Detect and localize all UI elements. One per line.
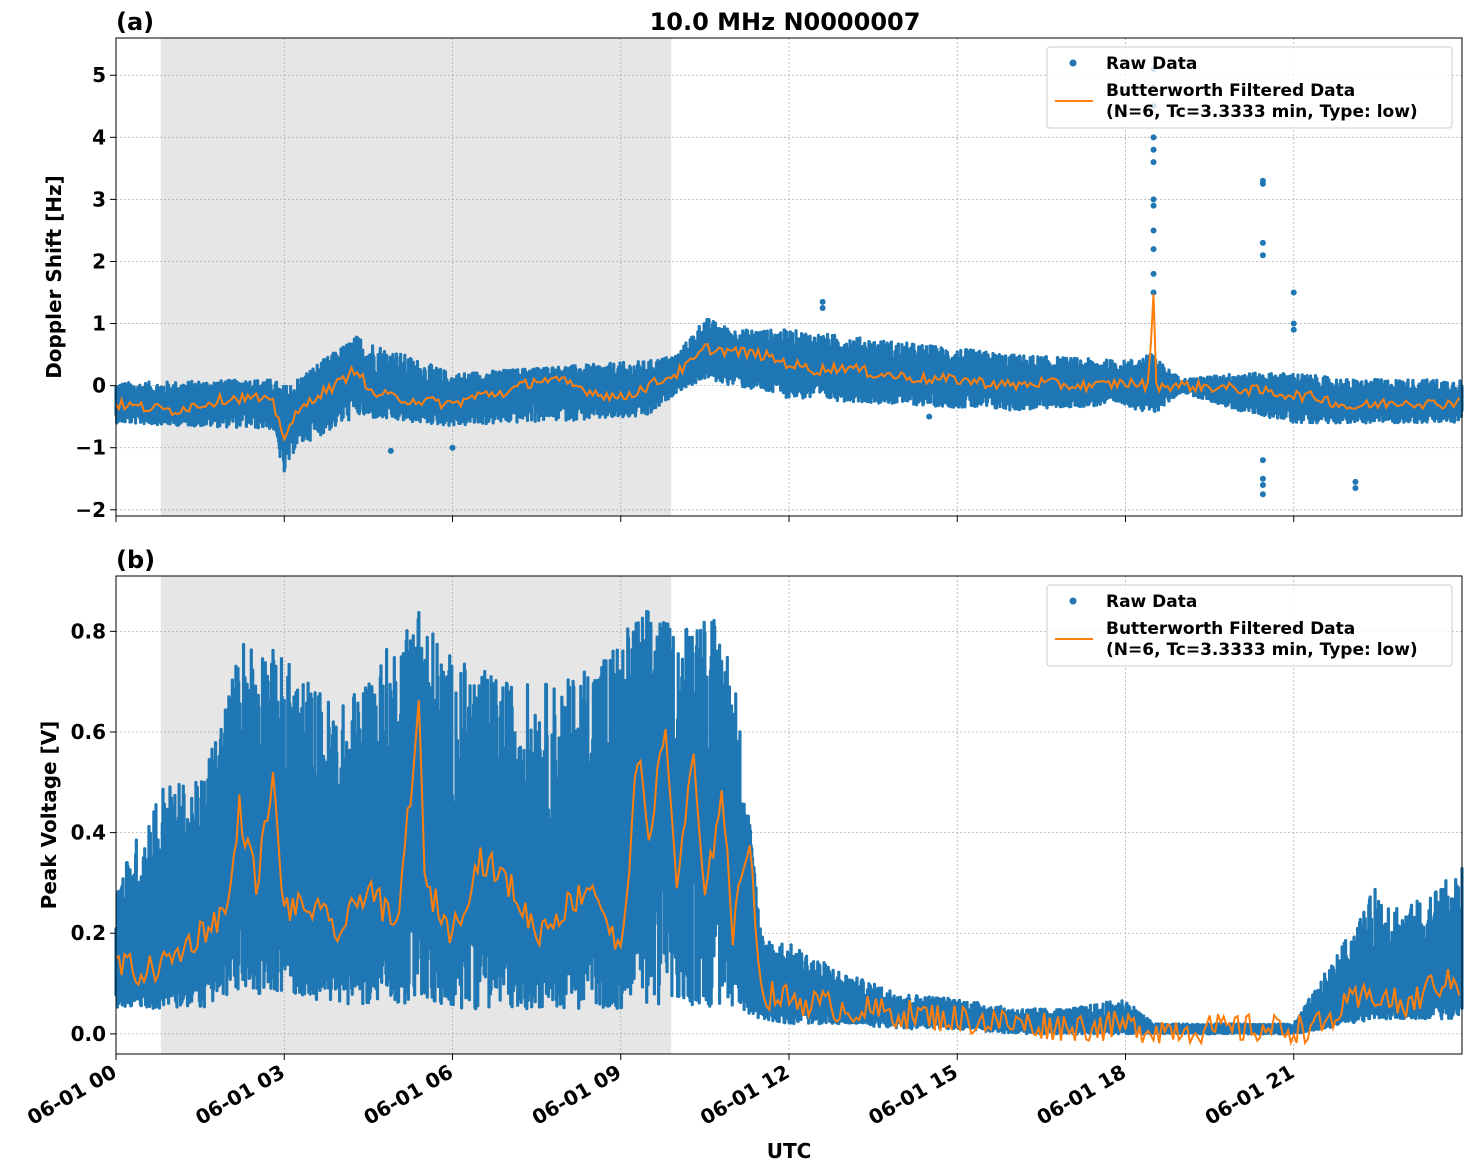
panel-b-legend-filtered-params: (N=6, Tc=3.3333 min, Type: low) xyxy=(1106,640,1418,660)
raw-data-point xyxy=(1150,159,1157,166)
panel-a-raw-data-band xyxy=(114,317,1464,473)
panel-b-filtered-line xyxy=(115,700,1461,1047)
raw-data-point xyxy=(819,305,826,312)
panel-b-legend: Raw Data Butterworth Filtered Data (N=6,… xyxy=(1046,584,1453,667)
panel-a-legend-raw-label: Raw Data xyxy=(1106,54,1197,74)
raw-data-point xyxy=(1259,481,1266,488)
x-tick-label: 06-01 21 xyxy=(1201,1060,1299,1130)
y-tick-label: 1 xyxy=(92,312,106,336)
panel-a-legend-filtered-label: Butterworth Filtered Data xyxy=(1106,81,1355,101)
panel-b-legend-raw-marker xyxy=(1069,597,1077,605)
x-tick-label: 06-01 03 xyxy=(191,1060,289,1130)
raw-data-point xyxy=(387,447,394,454)
raw-data-point xyxy=(1290,326,1297,333)
raw-data-point xyxy=(1150,146,1157,153)
raw-data-point xyxy=(1259,491,1266,498)
raw-data-point xyxy=(1150,196,1157,203)
y-tick-label: 0.8 xyxy=(71,619,106,643)
raw-data-point xyxy=(1259,457,1266,464)
raw-data-point xyxy=(1259,180,1266,187)
panel-a-legend-filtered-params: (N=6, Tc=3.3333 min, Type: low) xyxy=(1106,102,1418,122)
raw-data-point xyxy=(1259,239,1266,246)
panel-b-legend-box xyxy=(1046,584,1453,667)
raw-data-point xyxy=(1352,485,1359,492)
raw-data-point xyxy=(1259,475,1266,482)
x-tick-label: 06-01 09 xyxy=(528,1060,626,1130)
raw-data-point xyxy=(1150,227,1157,234)
x-tick-label: 06-01 00 xyxy=(23,1060,121,1130)
y-tick-label: 2 xyxy=(92,249,106,273)
raw-data-point xyxy=(1290,289,1297,296)
y-tick-label: 5 xyxy=(92,63,106,87)
x-axis-label: UTC xyxy=(767,1139,812,1163)
y-tick-label: 0.2 xyxy=(71,921,106,945)
panel-a-legend: Raw Data Butterworth Filtered Data (N=6,… xyxy=(1046,46,1453,129)
raw-data-point xyxy=(1290,320,1297,327)
y-tick-label: 0.0 xyxy=(71,1022,106,1046)
raw-data-point xyxy=(449,444,456,451)
y-tick-label: 0.4 xyxy=(71,821,106,845)
panel-a-legend-raw-marker xyxy=(1069,59,1077,67)
x-tick-label: 06-01 06 xyxy=(359,1060,457,1130)
panel-b-legend-filtered-label: Butterworth Filtered Data xyxy=(1106,619,1355,639)
y-tick-label: 3 xyxy=(92,187,106,211)
panel-a-label: (a) xyxy=(116,8,154,36)
y-tick-label: −1 xyxy=(75,436,106,460)
panel-a-ticks: 5 4 3 2 1 0 −1 −2 xyxy=(75,63,1295,522)
panel-b-peak-voltage: 0.0 0.2 0.4 0.6 0.8 06-01 00 06-01 03 06-01 06 0… xyxy=(23,546,1464,1163)
panel-a-legend-box xyxy=(1046,46,1453,129)
panel-a-doppler-shift: 5 4 3 2 1 0 −1 −2 (a) 10.0 MHz N0000007 Doppler… xyxy=(42,8,1464,522)
y-tick-label: 4 xyxy=(92,125,106,149)
panel-b-label: (b) xyxy=(116,546,155,574)
raw-data-point xyxy=(819,298,826,305)
raw-data-point xyxy=(1150,289,1157,296)
panel-a-shaded-region xyxy=(160,38,672,516)
panel-a-filtered-line xyxy=(115,294,1461,443)
x-tick-label: 06-01 18 xyxy=(1032,1060,1130,1130)
raw-data-point xyxy=(1352,478,1359,485)
panel-b-legend-raw-label: Raw Data xyxy=(1106,592,1197,612)
raw-data-point xyxy=(1259,252,1266,259)
raw-data-point xyxy=(1150,246,1157,253)
raw-data-point xyxy=(926,413,933,420)
y-tick-label: 0 xyxy=(92,374,106,398)
raw-data-point xyxy=(1150,134,1157,141)
y-tick-label: 0.6 xyxy=(71,720,106,744)
y-tick-label: −2 xyxy=(75,498,106,522)
raw-data-point xyxy=(1150,202,1157,209)
panel-b-y-axis-label: Peak Voltage [V] xyxy=(37,721,61,910)
x-tick-label: 06-01 15 xyxy=(864,1060,962,1130)
raw-data-point xyxy=(1150,270,1157,277)
panel-a-y-axis-label: Doppler Shift [Hz] xyxy=(42,175,66,379)
x-tick-label: 06-01 12 xyxy=(696,1060,794,1130)
chart-title: 10.0 MHz N0000007 xyxy=(650,8,921,36)
